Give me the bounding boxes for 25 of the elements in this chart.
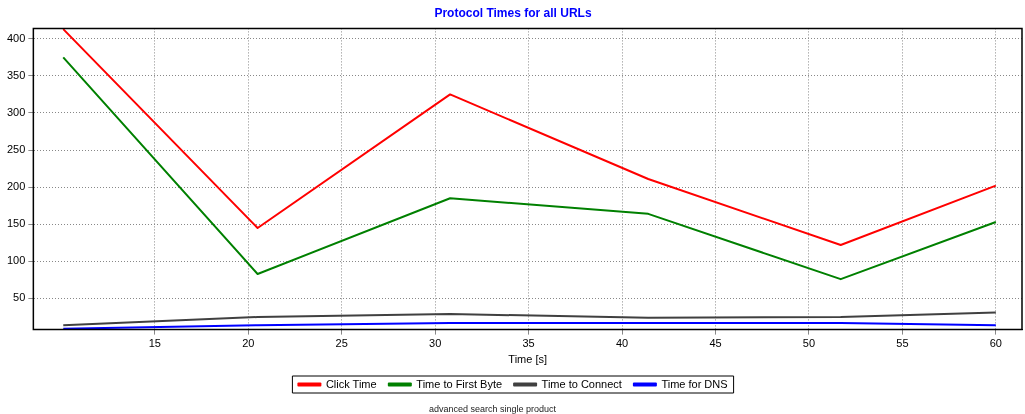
x-tick-label: 60: [989, 337, 1002, 350]
text: advanced search single product: [428, 404, 557, 414]
legend-label: Time to First Byte: [416, 377, 503, 390]
y-tick-label: 350: [6, 68, 26, 81]
x-tick-label: 45: [709, 337, 722, 350]
y-tick-label: 300: [6, 106, 26, 118]
x-tick-label: 20: [242, 337, 255, 350]
x-axis-title: Time [s]: [508, 353, 548, 366]
x-tick-label: 55: [896, 337, 909, 350]
x-tick-label: 35: [522, 337, 535, 350]
legend-label: Time to Connect: [541, 377, 622, 390]
legend-label: Click Time: [325, 377, 377, 390]
y-tick-label: 250: [6, 143, 26, 156]
x-tick-label: 40: [615, 337, 629, 350]
x-tick-label: 15: [148, 337, 161, 350]
y-tick-label: 100: [6, 254, 26, 267]
x-tick-label: 50: [802, 337, 816, 350]
y-tick-label: 400: [6, 31, 26, 44]
y-tick-label: 200: [6, 180, 26, 193]
y-tick-label: 50: [13, 291, 26, 304]
x-tick-label: 25: [335, 337, 348, 350]
x-tick-label: 30: [429, 337, 442, 350]
y-tick-label: 150: [6, 217, 26, 230]
legend-label: Time for DNS: [661, 377, 728, 390]
chart-title: Protocol Times for all URLs: [434, 5, 592, 20]
